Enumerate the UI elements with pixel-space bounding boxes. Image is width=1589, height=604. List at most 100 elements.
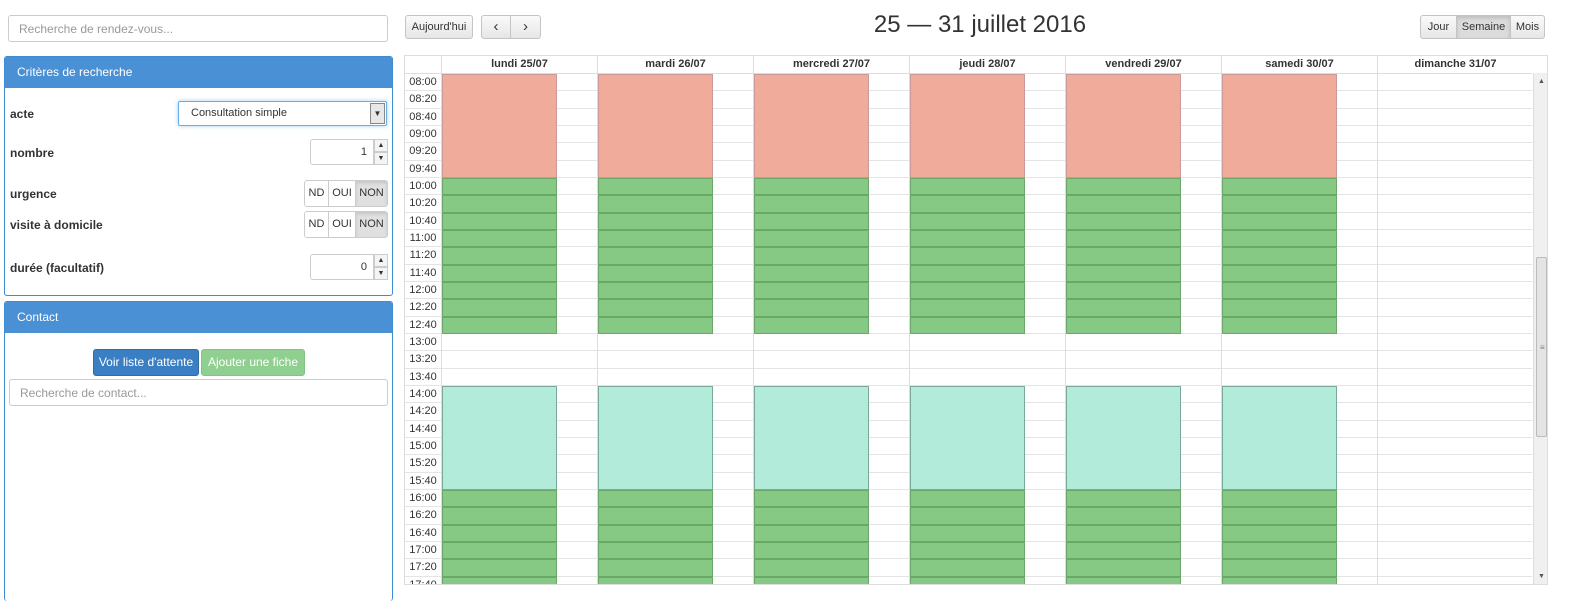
available-slot[interactable] <box>442 489 557 508</box>
available-slot[interactable] <box>442 195 557 213</box>
available-slot[interactable] <box>598 212 713 230</box>
add-contact-button[interactable]: Ajouter une fiche <box>201 349 305 376</box>
available-slot[interactable] <box>442 576 557 584</box>
available-slot[interactable] <box>1222 247 1337 265</box>
available-slot[interactable] <box>910 247 1025 265</box>
urgence-nd-option[interactable]: ND <box>305 181 329 206</box>
view-week-button[interactable]: Semaine <box>1456 15 1511 39</box>
available-slot[interactable] <box>754 264 869 282</box>
scroll-up-icon[interactable]: ▲ <box>1538 78 1545 85</box>
urgence-toggle[interactable]: ND OUI NON <box>304 180 388 207</box>
available-slot[interactable] <box>442 177 557 196</box>
available-slot[interactable] <box>598 316 713 334</box>
available-slot[interactable] <box>598 264 713 282</box>
available-slot[interactable] <box>910 524 1025 542</box>
reserved-slot-block[interactable] <box>754 385 869 490</box>
available-slot[interactable] <box>1066 507 1181 525</box>
available-slot[interactable] <box>442 281 557 300</box>
closed-slot-block[interactable] <box>1222 74 1337 178</box>
available-slot[interactable] <box>910 212 1025 230</box>
available-slot[interactable] <box>754 489 869 508</box>
available-slot[interactable] <box>910 559 1025 577</box>
available-slot[interactable] <box>754 281 869 300</box>
nombre-stepper[interactable]: ▲ ▼ <box>310 139 388 165</box>
visite-nd-option[interactable]: ND <box>305 212 329 237</box>
available-slot[interactable] <box>754 177 869 196</box>
visite-toggle[interactable]: ND OUI NON <box>304 211 388 238</box>
scroll-down-icon[interactable]: ▼ <box>1538 573 1545 580</box>
available-slot[interactable] <box>1222 195 1337 213</box>
available-slot[interactable] <box>910 177 1025 196</box>
nombre-decrement-icon[interactable]: ▼ <box>374 152 388 165</box>
appointment-search-input[interactable] <box>8 15 388 42</box>
nombre-increment-icon[interactable]: ▲ <box>374 139 388 152</box>
available-slot[interactable] <box>598 299 713 317</box>
available-slot[interactable] <box>910 299 1025 317</box>
available-slot[interactable] <box>598 576 713 584</box>
available-slot[interactable] <box>1222 576 1337 584</box>
available-slot[interactable] <box>754 212 869 230</box>
reserved-slot-block[interactable] <box>598 385 713 490</box>
calendar-body[interactable]: 08:00 08:20 08:40 09:00 09:20 09:40 10:00 10:20… <box>405 73 1532 584</box>
urgence-oui-option[interactable]: OUI <box>329 181 356 206</box>
scroll-thumb[interactable]: ≡ <box>1536 257 1547 437</box>
available-slot[interactable] <box>598 177 713 196</box>
available-slot[interactable] <box>910 576 1025 584</box>
chevron-right-icon[interactable]: › <box>510 15 541 39</box>
available-slot[interactable] <box>1222 316 1337 334</box>
available-slot[interactable] <box>598 507 713 525</box>
available-slot[interactable] <box>1066 541 1181 560</box>
available-slot[interactable] <box>1222 264 1337 282</box>
closed-slot-block[interactable] <box>1066 74 1181 178</box>
available-slot[interactable] <box>442 247 557 265</box>
waitlist-button[interactable]: Voir liste d'attente <box>93 349 199 376</box>
available-slot[interactable] <box>910 541 1025 560</box>
available-slot[interactable] <box>598 247 713 265</box>
available-slot[interactable] <box>598 281 713 300</box>
available-slot[interactable] <box>754 195 869 213</box>
available-slot[interactable] <box>754 559 869 577</box>
acte-select[interactable]: Consultation simple ▼ <box>178 101 387 126</box>
available-slot[interactable] <box>1222 524 1337 542</box>
today-button[interactable]: Aujourd'hui <box>405 15 473 39</box>
duree-decrement-icon[interactable]: ▼ <box>374 267 388 280</box>
available-slot[interactable] <box>754 541 869 560</box>
duree-stepper[interactable]: ▲ ▼ <box>310 254 388 280</box>
available-slot[interactable] <box>1222 507 1337 525</box>
available-slot[interactable] <box>754 524 869 542</box>
available-slot[interactable] <box>1066 299 1181 317</box>
available-slot[interactable] <box>1222 229 1337 248</box>
available-slot[interactable] <box>1066 212 1181 230</box>
available-slot[interactable] <box>442 264 557 282</box>
available-slot[interactable] <box>1066 247 1181 265</box>
duree-input[interactable] <box>310 254 374 280</box>
available-slot[interactable] <box>1066 489 1181 508</box>
available-slot[interactable] <box>754 299 869 317</box>
available-slot[interactable] <box>754 247 869 265</box>
closed-slot-block[interactable] <box>754 74 869 178</box>
available-slot[interactable] <box>1066 264 1181 282</box>
available-slot[interactable] <box>910 507 1025 525</box>
available-slot[interactable] <box>442 507 557 525</box>
available-slot[interactable] <box>1222 281 1337 300</box>
available-slot[interactable] <box>910 195 1025 213</box>
available-slot[interactable] <box>1066 559 1181 577</box>
available-slot[interactable] <box>1066 576 1181 584</box>
available-slot[interactable] <box>442 229 557 248</box>
available-slot[interactable] <box>442 212 557 230</box>
reserved-slot-block[interactable] <box>1222 385 1337 490</box>
urgence-non-option[interactable]: NON <box>356 181 387 206</box>
available-slot[interactable] <box>1066 195 1181 213</box>
calendar-scrollbar[interactable]: ▲ ≡ ▼ <box>1533 73 1547 584</box>
closed-slot-block[interactable] <box>442 74 557 178</box>
closed-slot-block[interactable] <box>598 74 713 178</box>
contact-search-input[interactable] <box>9 379 388 406</box>
closed-slot-block[interactable] <box>910 74 1025 178</box>
available-slot[interactable] <box>1222 299 1337 317</box>
available-slot[interactable] <box>1222 177 1337 196</box>
available-slot[interactable] <box>754 576 869 584</box>
reserved-slot-block[interactable] <box>1066 385 1181 490</box>
view-month-button[interactable]: Mois <box>1510 15 1545 39</box>
chevron-down-icon[interactable]: ▼ <box>370 103 385 124</box>
reserved-slot-block[interactable] <box>442 385 557 490</box>
